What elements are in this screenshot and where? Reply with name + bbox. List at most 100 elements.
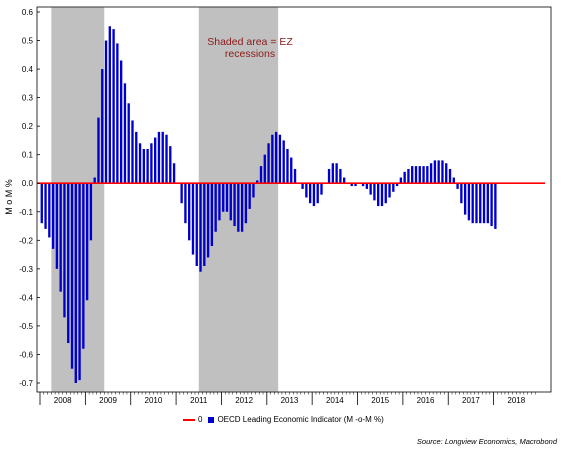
legend: 0 OECD Leading Economic Indicator (M -o-…: [183, 415, 384, 424]
bar: [490, 183, 493, 227]
bar: [131, 120, 134, 184]
legend-zero-swatch: [183, 418, 195, 421]
recession-shading: [51, 7, 279, 392]
bar: [373, 183, 376, 201]
x-year-label: 2008: [54, 396, 72, 405]
bar: [180, 183, 183, 204]
legend-indicator-label: OECD Leading Economic Indicator (M -o-M …: [217, 415, 384, 424]
bar: [67, 183, 70, 344]
bar: [426, 166, 429, 184]
bar: [233, 183, 236, 227]
bar: [63, 183, 66, 318]
bar: [384, 183, 387, 204]
bar: [479, 183, 482, 224]
bar: [48, 183, 51, 238]
y-tick-label: 0.0: [22, 179, 34, 188]
source-note: Source: Longview Economics, Macrobond: [416, 437, 557, 446]
x-year-label: 2017: [462, 396, 480, 405]
bar: [392, 183, 395, 192]
bar: [78, 183, 81, 381]
bar: [308, 183, 312, 204]
bar: [70, 183, 74, 369]
bar: [418, 166, 421, 184]
bar: [59, 183, 62, 292]
bar: [146, 148, 149, 184]
bar: [445, 163, 448, 184]
bar: [282, 140, 285, 184]
bar: [437, 160, 440, 184]
x-year-label: 2016: [417, 396, 435, 405]
bar: [320, 183, 323, 195]
bar: [108, 26, 111, 184]
bar: [339, 168, 342, 184]
bar: [471, 183, 474, 224]
bar: [157, 131, 161, 184]
x-axis: 2008 2009 2010 2011 2012 2013 2014 2015 2016 2017…: [39, 392, 536, 405]
bar: [191, 183, 195, 255]
bar: [316, 183, 319, 204]
bar: [350, 183, 353, 187]
bar: [119, 60, 123, 184]
y-tick-label: 0.1: [22, 151, 34, 160]
bar: [40, 183, 43, 224]
bar: [138, 143, 142, 184]
x-year-label: 2014: [326, 396, 344, 405]
bar: [263, 154, 266, 184]
bar: [463, 183, 467, 215]
y-tick-label: 0.5: [22, 37, 34, 46]
bar: [267, 143, 270, 184]
bar: [305, 183, 308, 198]
bar: [172, 163, 176, 184]
bar: [104, 40, 108, 184]
bar: [343, 177, 346, 184]
bar: [101, 69, 104, 184]
x-year-label: 2015: [371, 396, 389, 405]
bar: [150, 143, 153, 184]
bar: [395, 183, 399, 187]
bar: [199, 183, 202, 272]
y-tick-label: -0.4: [19, 293, 33, 302]
bar: [278, 134, 282, 184]
bar: [399, 177, 403, 184]
bar: [354, 183, 357, 187]
bar: [169, 146, 172, 184]
bar: [460, 183, 463, 204]
bar: [203, 183, 206, 266]
bar: [244, 183, 248, 224]
bar: [184, 183, 187, 224]
bar: [407, 168, 410, 184]
bar: [369, 183, 372, 195]
y-axis: 0.6 0.5 0.4 0.3 0.2 0.1 0.0 -0.1 -0.2 -0.3 -0.4 -0.…: [19, 8, 40, 388]
x-year-label: 2018: [507, 396, 525, 405]
bar: [274, 131, 278, 184]
bar: [135, 131, 138, 184]
bar: [93, 177, 96, 184]
y-tick-label: -0.7: [19, 379, 33, 388]
y-tick-label: 0.3: [22, 94, 34, 103]
bar: [195, 183, 198, 266]
bar: [74, 183, 77, 383]
bar: [433, 160, 437, 184]
y-tick-label: -0.6: [19, 350, 33, 359]
bar: [89, 183, 93, 241]
bar: [448, 168, 452, 184]
bar: [165, 134, 168, 184]
y-tick-label: -0.2: [19, 236, 33, 245]
bar: [271, 134, 274, 184]
bar: [85, 183, 89, 301]
recession-band-1: [51, 7, 105, 392]
recession-annotation-line1: Shaded area = EZ: [207, 36, 293, 48]
bar: [51, 183, 55, 249]
bar: [312, 183, 316, 207]
plot-frame: [36, 6, 552, 393]
y-tick-label: 0.2: [22, 122, 34, 131]
bar: [44, 183, 47, 229]
bar: [301, 183, 304, 189]
bar: [218, 183, 221, 221]
bar: [142, 148, 146, 184]
bar: [240, 183, 244, 232]
bar: [414, 166, 418, 184]
bar: [259, 166, 263, 184]
bar: [225, 183, 229, 212]
